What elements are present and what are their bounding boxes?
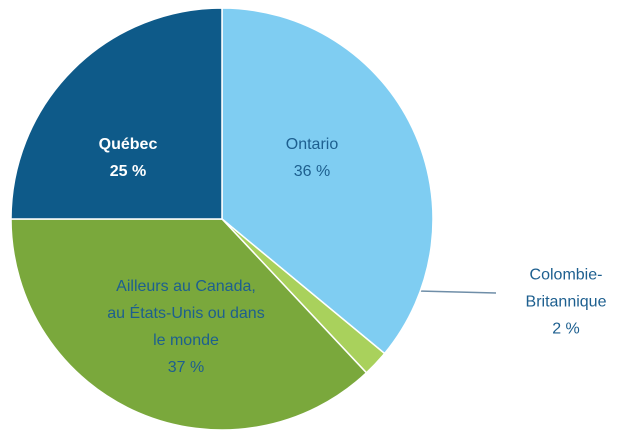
value-label: 25 % xyxy=(109,163,147,180)
value-label: 2 % xyxy=(552,320,580,338)
value-label: 36 % xyxy=(293,163,331,180)
category-label: Colombie-Britannique xyxy=(525,266,607,311)
category-label: Québec xyxy=(98,136,158,153)
pie-slice xyxy=(10,218,368,431)
leader-line xyxy=(417,290,497,294)
pie-slice xyxy=(10,7,223,220)
category-label: Ailleurs au Canada, au États-Unis ou dan… xyxy=(107,278,265,349)
pie-slice xyxy=(221,7,434,355)
category-label: Ontario xyxy=(285,136,339,153)
slice-label: Québec 25 % xyxy=(73,131,183,185)
slice-label: Colombie-Britannique 2 % xyxy=(510,262,622,343)
slice-label: Ontario 36 % xyxy=(257,131,367,185)
value-label: 37 % xyxy=(167,359,205,376)
slice-label: Ailleurs au Canada, au États-Unis ou dan… xyxy=(106,273,266,381)
